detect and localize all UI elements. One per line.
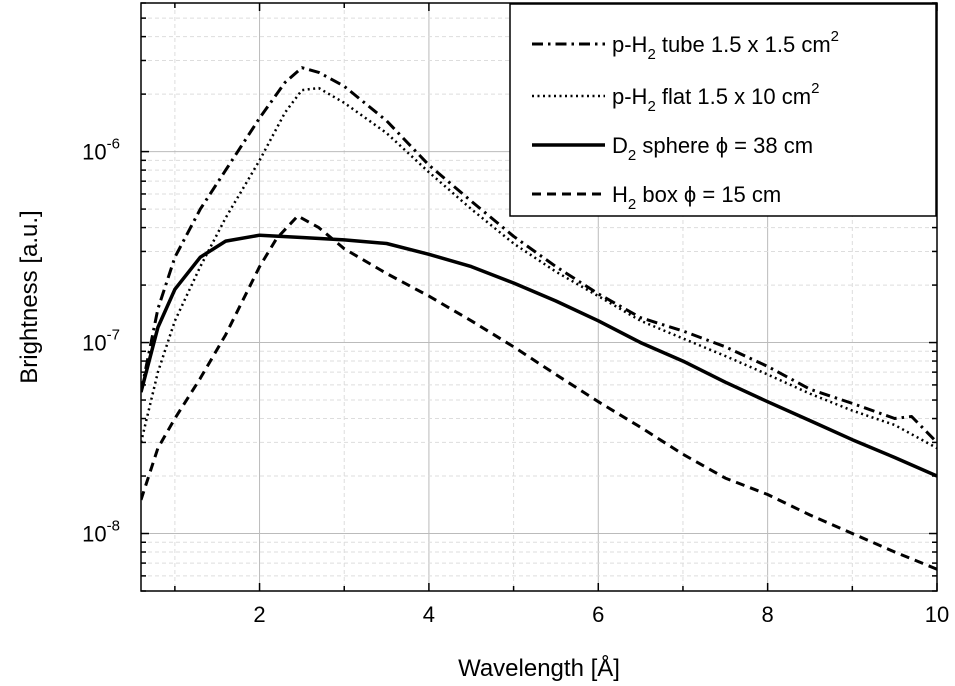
x-tick-label: 2 <box>253 602 265 627</box>
legend: p-H2 tube 1.5 x 1.5 cm2 p-H2 flat 1.5 x 1… <box>509 3 937 217</box>
series-line-3 <box>141 233 937 478</box>
series-line-4 <box>141 214 937 571</box>
legend-label: H2 box ϕ = 15 cm <box>612 182 781 213</box>
x-tick-label: 10 <box>925 602 949 627</box>
y-tick-label: 10-8 <box>82 518 120 547</box>
y-tick-label: 10-7 <box>82 327 120 356</box>
series-line-1 <box>141 66 937 444</box>
x-tick-label: 8 <box>762 602 774 627</box>
legend-label: p-H2 flat 1.5 x 10 cm2 <box>612 80 819 115</box>
series-lines <box>141 66 937 571</box>
legend-label: D2 sphere ϕ = 38 cm <box>612 133 813 164</box>
plot-frame <box>140 2 938 592</box>
y-axis-title: Brightness [a.u.] <box>16 210 43 383</box>
series-line-2 <box>141 86 937 450</box>
legend-box <box>509 3 937 217</box>
x-tick-label: 4 <box>423 602 435 627</box>
x-axis-title: Wavelength [Å] <box>458 654 620 682</box>
y-tick-label: 10-6 <box>82 136 120 165</box>
axis-ticks: 2 4 6 8 10 10-8 10-7 10-6 <box>82 2 949 627</box>
legend-label: p-H2 tube 1.5 x 1.5 cm2 <box>612 28 839 63</box>
x-tick-label: 6 <box>592 602 604 627</box>
